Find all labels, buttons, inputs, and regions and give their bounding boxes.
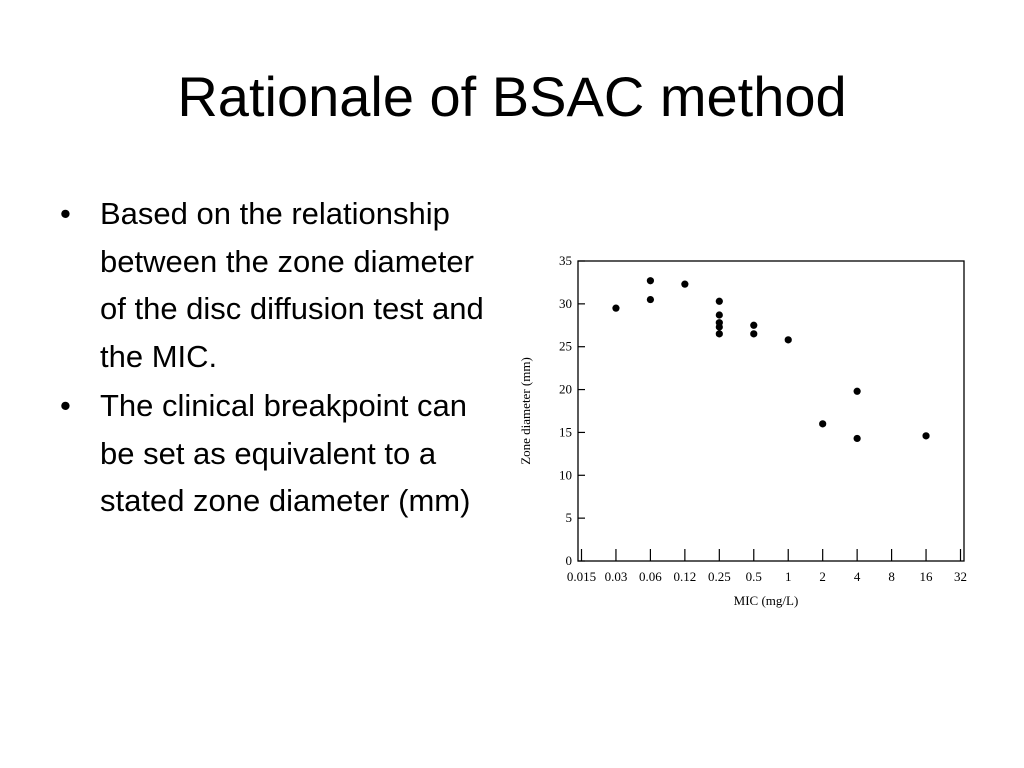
x-tick-label: 0.25 bbox=[708, 569, 731, 584]
data-point bbox=[646, 295, 655, 304]
plot-frame bbox=[577, 260, 965, 562]
data-point bbox=[922, 432, 930, 440]
data-point bbox=[715, 330, 723, 338]
x-tick-label: 0.12 bbox=[673, 569, 696, 584]
bullet-text: Based on the relationship between the zo… bbox=[100, 196, 484, 374]
x-axis-label: MIC (mg/L) bbox=[734, 593, 799, 608]
data-point bbox=[681, 280, 689, 288]
x-tick-label: 0.06 bbox=[639, 569, 662, 584]
data-points bbox=[612, 277, 930, 443]
x-tick-label: 8 bbox=[888, 569, 895, 584]
x-tick-label: 16 bbox=[920, 569, 934, 584]
data-point bbox=[715, 323, 723, 331]
bullet-item: • Based on the relationship between the … bbox=[56, 190, 496, 380]
x-axis: 0.015 0.03 0.06 0.12 0.25 0.5 1 2 4 8 16 32 bbox=[567, 549, 967, 584]
y-tick-label: 15 bbox=[559, 424, 572, 439]
y-axis: 0 5 10 15 20 25 30 35 bbox=[559, 253, 585, 568]
x-tick-label: 4 bbox=[854, 569, 861, 584]
data-point bbox=[853, 434, 861, 443]
x-tick-label: 1 bbox=[785, 569, 792, 584]
y-tick-label: 25 bbox=[559, 339, 572, 354]
bullet-list: • Based on the relationship between the … bbox=[56, 190, 496, 527]
data-point bbox=[819, 420, 827, 428]
bullet-item: • The clinical breakpoint can be set as … bbox=[56, 382, 496, 525]
data-point bbox=[715, 297, 723, 305]
data-point bbox=[750, 330, 758, 338]
data-point bbox=[715, 311, 723, 319]
y-axis-label: Zone diameter (mm) bbox=[518, 357, 533, 465]
data-point bbox=[784, 336, 792, 344]
y-tick-label: 0 bbox=[566, 553, 573, 568]
data-point bbox=[612, 304, 620, 312]
x-tick-label: 0.015 bbox=[567, 569, 596, 584]
x-tick-label: 32 bbox=[954, 569, 967, 584]
bullet-glyph: • bbox=[60, 196, 71, 231]
bullet-glyph: • bbox=[60, 388, 71, 423]
x-tick-label: 2 bbox=[819, 569, 826, 584]
scatter-chart: 0 5 10 15 20 25 30 35 0.015 0.03 0.06 0.12 0.25 0.5 1… bbox=[518, 253, 967, 608]
y-tick-label: 30 bbox=[559, 296, 572, 311]
data-point bbox=[853, 387, 861, 395]
slide-title: Rationale of BSAC method bbox=[177, 65, 847, 128]
bullet-text: The clinical breakpoint can be set as eq… bbox=[100, 388, 471, 518]
x-tick-label: 0.03 bbox=[605, 569, 628, 584]
data-point bbox=[646, 277, 655, 285]
data-point bbox=[750, 321, 758, 329]
x-tick-label: 0.5 bbox=[746, 569, 762, 584]
y-tick-label: 35 bbox=[559, 253, 572, 268]
y-tick-label: 10 bbox=[559, 467, 572, 482]
y-tick-label: 20 bbox=[559, 382, 572, 397]
y-tick-label: 5 bbox=[566, 510, 573, 525]
